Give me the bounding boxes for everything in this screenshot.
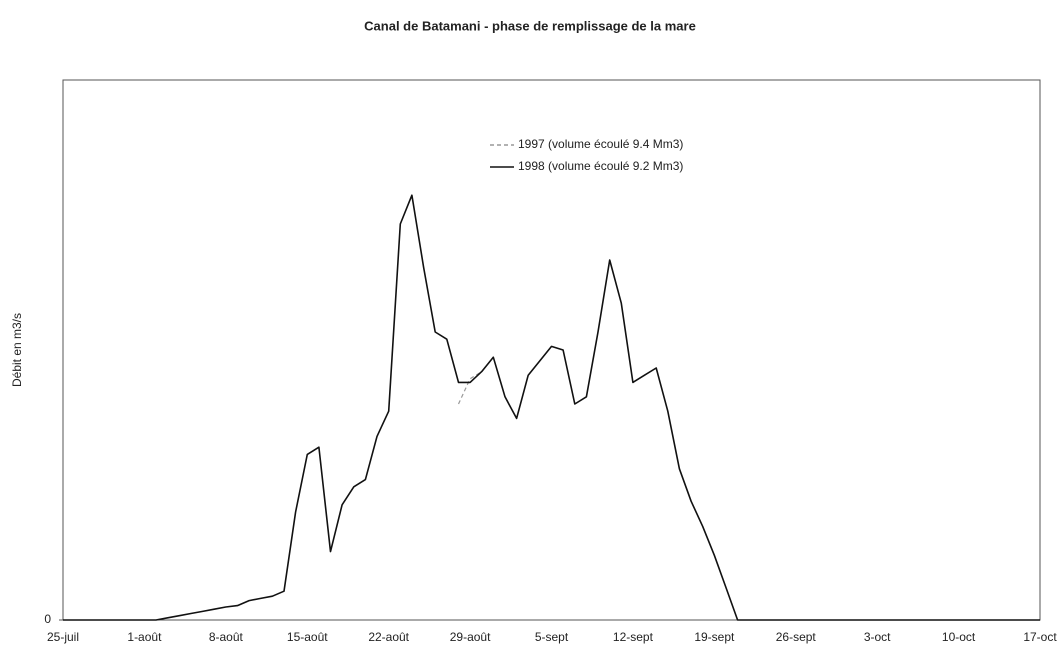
chart-title: Canal de Batamani - phase de remplissage…	[364, 18, 696, 33]
plot-frame	[62, 79, 1041, 621]
legend-label: 1998 (volume écoulé 9.2 Mm3)	[518, 159, 683, 173]
x-tick-label: 15-août	[287, 630, 328, 644]
x-tick-label: 17-oct	[1023, 630, 1057, 644]
x-tick-label: 29-août	[450, 630, 491, 644]
legend-label: 1997 (volume écoulé 9.4 Mm3)	[518, 137, 683, 151]
x-tick-label: 25-juil	[47, 630, 79, 644]
data-line	[63, 194, 1040, 621]
x-tick-label: 3-oct	[864, 630, 891, 644]
x-tick-label: 1-août	[127, 630, 162, 644]
x-tick-label: 10-oct	[942, 630, 976, 644]
x-tick-label: 12-sept	[613, 630, 654, 644]
y-axis-label: Débit en m3/s	[10, 313, 24, 387]
x-tick-label: 8-août	[209, 630, 244, 644]
x-tick-label: 5-sept	[535, 630, 569, 644]
x-tick-label: 26-sept	[776, 630, 817, 644]
y-tick-label: 0	[44, 612, 51, 626]
x-tick-label: 19-sept	[694, 630, 735, 644]
data-line	[457, 371, 483, 405]
x-tick-label: 22-août	[368, 630, 409, 644]
